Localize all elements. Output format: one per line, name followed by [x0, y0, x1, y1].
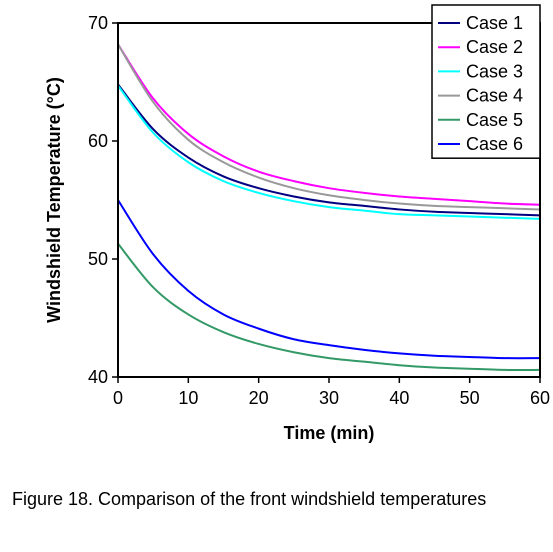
legend: Case 1 Case 2 Case 3 Case 4 Case 5 Case 6	[431, 4, 541, 159]
legend-label-case-5: Case 5	[466, 110, 523, 130]
x-tick-label: 30	[319, 388, 339, 408]
legend-label-case-6: Case 6	[466, 134, 523, 154]
line-chart: 0 10 20 30 40 50 60 40 50 60 70 Time (min) Windshi…	[44, 4, 550, 443]
x-tick-label: 0	[113, 388, 123, 408]
series-line-case-4	[117, 43, 541, 211]
series-line-case-1	[117, 83, 541, 217]
legend-label-case-3: Case 3	[466, 61, 523, 81]
series-line-case-6	[117, 199, 541, 360]
legend-box	[431, 4, 541, 159]
y-tick-label: 60	[88, 131, 108, 151]
y-tick-label: 50	[88, 249, 108, 269]
legend-label-case-2: Case 2	[466, 37, 523, 57]
y-tick-label: 70	[88, 13, 108, 33]
x-tick-label: 20	[249, 388, 269, 408]
legend-label-case-4: Case 4	[466, 86, 523, 106]
y-tick-label: 40	[88, 367, 108, 387]
series-lines	[117, 43, 541, 372]
legend-label-case-1: Case 1	[466, 13, 523, 33]
x-axis-title: Time (min)	[284, 423, 375, 443]
series-line-case-3	[117, 84, 541, 220]
series-line-case-2	[117, 43, 541, 206]
x-tick-label: 50	[460, 388, 480, 408]
y-axis-title: Windshield Temperature (°C)	[44, 77, 64, 323]
x-tick-label: 60	[530, 388, 550, 408]
figure-caption: Figure 18. Comparison of the front winds…	[12, 489, 487, 509]
series-line-case-5	[117, 243, 541, 372]
x-tick-label: 10	[178, 388, 198, 408]
x-tick-label: 40	[389, 388, 409, 408]
axis-ticks: 0 10 20 30 40 50 60 40 50 60 70	[88, 13, 550, 408]
